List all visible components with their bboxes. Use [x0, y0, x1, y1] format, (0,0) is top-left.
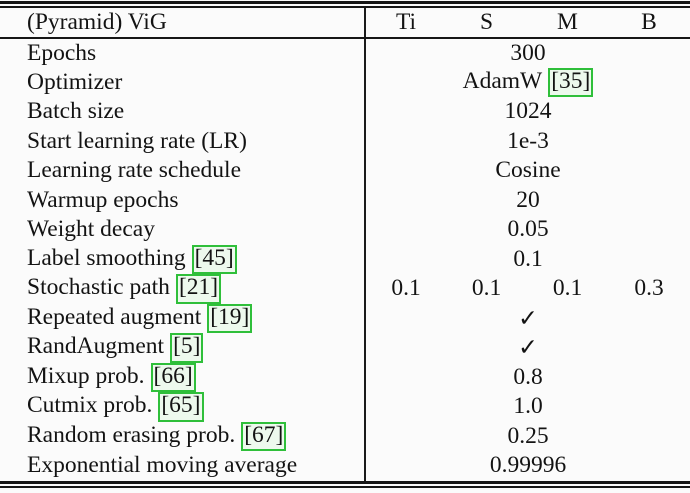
table-row: RandAugment [5] ✓ [0, 333, 690, 363]
param-label: Repeated augment [19] [0, 303, 365, 333]
param-label-text: Epochs [27, 39, 97, 66]
param-label-text: Exponential moving average [27, 452, 298, 479]
table-row: Stochastic path [21] 0.1 0.1 0.1 0.3 [0, 274, 690, 304]
table-header-row: (Pyramid) ViG Ti S M B [0, 8, 690, 39]
table-row: Learning rate schedule Cosine [0, 156, 690, 186]
param-value: ✓ [364, 333, 690, 363]
param-value-text: 0.8 [513, 363, 543, 390]
param-value: 0.1 [364, 244, 690, 274]
param-value: 300 [364, 38, 690, 68]
param-value: Cosine [364, 156, 690, 186]
param-value: 0.8 [364, 362, 690, 392]
param-value-text: 0.99996 [489, 452, 567, 479]
param-value-text: 20 [516, 186, 540, 213]
param-label-text: Cutmix prob. [27, 392, 153, 418]
param-label-text: Batch size [27, 98, 125, 125]
checkmark-icon: ✓ [518, 335, 538, 362]
param-label: Random erasing prob. [67] [0, 421, 365, 451]
table-header-col-m: M [527, 8, 608, 39]
param-label-text: Repeated augment [27, 303, 202, 330]
param-value: 0.99996 [364, 451, 690, 481]
param-label: Batch size [0, 97, 365, 127]
param-label-text: Label smoothing [27, 244, 186, 271]
table-row: Cutmix prob. [65] 1.0 [0, 392, 690, 422]
param-value-text: Cosine [495, 157, 561, 184]
table-row: Epochs 300 [0, 38, 690, 68]
param-value-text: 1.0 [513, 393, 543, 420]
table-row: Repeated augment [19] ✓ [0, 303, 690, 333]
param-label: Exponential moving average [0, 451, 365, 481]
param-label: Start learning rate (LR) [0, 127, 365, 157]
param-value: 20 [364, 185, 690, 215]
param-value: 0.25 [364, 421, 690, 451]
param-label-text: Warmup epochs [27, 186, 179, 213]
citation-link[interactable]: [66] [150, 362, 196, 392]
citation-link[interactable]: [65] [158, 392, 204, 422]
hyperparameter-table: (Pyramid) ViG Ti S M B Epochs 300 Optimi… [0, 8, 690, 481]
param-value: 1024 [364, 97, 690, 127]
table-row: Start learning rate (LR) 1e-3 [0, 126, 690, 157]
citation-link[interactable]: [21] [175, 274, 222, 304]
param-label-text: Mixup prob. [27, 362, 145, 389]
param-label-text: Learning rate schedule [27, 157, 242, 184]
table-row: Label smoothing [45] 0.1 [0, 244, 690, 274]
param-label-text: Start learning rate (LR) [27, 127, 247, 154]
param-value-text: 300 [510, 39, 546, 66]
table-row: Optimizer AdamW [35] [0, 67, 690, 98]
param-value: 1.0 [364, 392, 690, 422]
param-label: RandAugment [5] [0, 333, 365, 363]
table-row: Exponential moving average 0.99996 [0, 451, 690, 481]
param-label-text: Stochastic path [27, 274, 170, 300]
param-value-s: 0.1 [471, 275, 502, 302]
param-value-ti: 0.1 [364, 274, 446, 304]
citation-link[interactable]: [35] [548, 67, 594, 97]
citation-link[interactable]: [45] [191, 244, 237, 274]
param-label-text: RandAugment [27, 333, 165, 359]
param-label-text: Optimizer [27, 68, 123, 95]
param-label-text: Random erasing prob. [27, 421, 236, 448]
table-header-col-s: S [446, 8, 527, 39]
table-row: Warmup epochs 20 [0, 185, 690, 216]
param-value-text: 0.05 [507, 216, 549, 243]
param-value-text: 1e-3 [507, 127, 549, 154]
param-label: Learning rate schedule [0, 156, 365, 186]
param-label: Mixup prob. [66] [0, 362, 365, 392]
param-value-text: 0.1 [513, 245, 543, 272]
param-label: Epochs [0, 38, 365, 68]
param-value: 0.05 [364, 215, 690, 245]
table-header-col-b: B [608, 8, 690, 39]
param-value-b: 0.3 [634, 275, 664, 302]
param-label-text: Weight decay [27, 216, 155, 243]
table-row: Mixup prob. [66] 0.8 [0, 362, 690, 392]
table-header-col-ti: Ti [364, 8, 446, 39]
checkmark-icon: ✓ [518, 305, 538, 332]
param-label: Weight decay [0, 215, 365, 245]
param-value-text: 1024 [504, 98, 552, 125]
param-label: Warmup epochs [0, 186, 365, 216]
param-label: Stochastic path [21] [0, 274, 365, 304]
param-value: 1e-3 [364, 126, 690, 156]
param-label: Label smoothing [45] [0, 244, 365, 274]
param-value-text: 0.25 [507, 422, 549, 449]
param-value-text: AdamW [462, 67, 543, 94]
param-label: Optimizer [0, 68, 365, 98]
table-header-model: (Pyramid) ViG [0, 8, 365, 39]
citation-link[interactable]: [67] [241, 421, 287, 451]
table-row: Random erasing prob. [67] 0.25 [0, 421, 690, 451]
param-value: ✓ [364, 303, 690, 333]
table-row: Weight decay 0.05 [0, 215, 690, 245]
table-rule-bottom [0, 480, 690, 488]
citation-link[interactable]: [19] [207, 303, 253, 333]
param-value: AdamW [35] [364, 67, 690, 97]
param-label: Cutmix prob. [65] [0, 392, 365, 422]
citation-link[interactable]: [5] [170, 333, 204, 363]
param-value-m: 0.1 [552, 275, 583, 302]
table-row: Batch size 1024 [0, 97, 690, 127]
table-rule-top [0, 1, 690, 8]
